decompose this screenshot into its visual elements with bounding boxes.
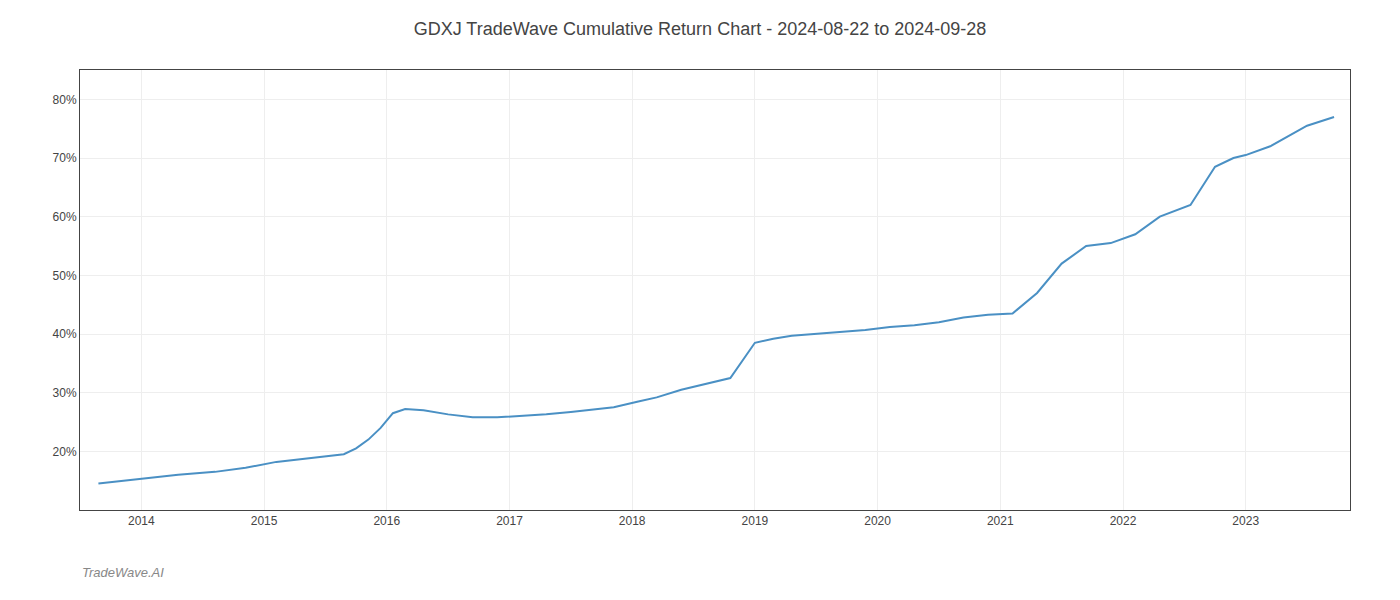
svg-text:40%: 40% bbox=[53, 327, 77, 341]
svg-text:2021: 2021 bbox=[987, 514, 1014, 528]
svg-text:80%: 80% bbox=[53, 93, 77, 107]
svg-text:50%: 50% bbox=[53, 269, 77, 283]
svg-text:TradeWave.AI: TradeWave.AI bbox=[82, 565, 164, 580]
svg-text:2017: 2017 bbox=[496, 514, 523, 528]
svg-text:30%: 30% bbox=[53, 386, 77, 400]
svg-text:2019: 2019 bbox=[742, 514, 769, 528]
svg-text:2022: 2022 bbox=[1110, 514, 1137, 528]
svg-text:20%: 20% bbox=[53, 445, 77, 459]
svg-text:2020: 2020 bbox=[864, 514, 891, 528]
svg-text:2023: 2023 bbox=[1232, 514, 1259, 528]
svg-text:2016: 2016 bbox=[373, 514, 400, 528]
svg-text:GDXJ TradeWave Cumulative Retu: GDXJ TradeWave Cumulative Return Chart -… bbox=[414, 19, 987, 39]
svg-text:70%: 70% bbox=[53, 151, 77, 165]
svg-text:2018: 2018 bbox=[619, 514, 646, 528]
svg-text:2015: 2015 bbox=[251, 514, 278, 528]
svg-text:2014: 2014 bbox=[128, 514, 155, 528]
svg-text:60%: 60% bbox=[53, 210, 77, 224]
